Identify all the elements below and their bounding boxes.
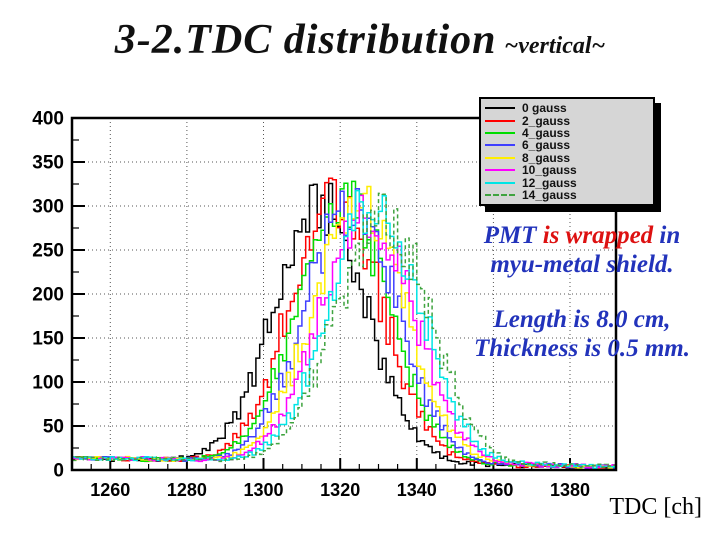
annotation-pmt: PMT <box>483 222 537 249</box>
legend-item-label: 10_gauss <box>522 163 577 178</box>
y-tick-label: 250 <box>32 241 64 262</box>
x-tick-label: 1300 <box>243 480 283 500</box>
legend-item: 12_gauss <box>485 175 651 190</box>
annotation-line-1: PMT is wrapped in <box>444 221 720 250</box>
legend-line-sample <box>485 193 515 196</box>
legend-item: 2_gauss <box>485 113 651 128</box>
annotation-line-4: Thickness is 0.5 mm. <box>474 335 690 362</box>
legend-item-label: 2_gauss <box>522 113 571 128</box>
x-tick-label: 1320 <box>320 480 360 500</box>
legend-item: 4_gauss <box>485 127 651 139</box>
legend-line-sample <box>485 181 515 184</box>
x-tick-label: 1380 <box>550 480 590 500</box>
legend-item-label: 12_gauss <box>522 175 577 190</box>
annotation-line-2: myu-metal shield. <box>490 251 674 278</box>
legend-line-sample <box>485 131 515 134</box>
legend-item-label: 0 gauss <box>522 101 567 116</box>
legend-line-sample <box>485 144 515 147</box>
annotation-line-3: Length is 8.0 cm, <box>493 306 671 333</box>
x-tick-label: 1280 <box>167 480 207 500</box>
y-tick-label: 350 <box>32 153 64 174</box>
y-tick-label: 200 <box>32 285 64 306</box>
x-tick-label: 1260 <box>90 480 130 500</box>
x-axis-title: TDC [ch] <box>609 494 702 520</box>
legend-line-sample <box>485 107 515 110</box>
y-tick-label: 400 <box>32 109 64 130</box>
legend-line-sample <box>485 156 515 159</box>
y-tick-label: 300 <box>32 197 64 218</box>
y-tick-label: 150 <box>32 329 64 350</box>
page-title-suffix: ~vertical~ <box>504 33 606 59</box>
y-tick-label: 100 <box>32 373 64 394</box>
legend-item-label: 8_gauss <box>522 150 571 165</box>
page-title-main: 3-2.TDC distribution <box>114 17 497 63</box>
x-tick-label: 1360 <box>473 480 513 500</box>
x-tick-label: 1340 <box>397 480 437 500</box>
legend-item-label: 4_gauss <box>522 125 571 140</box>
legend-item: 10_gauss <box>485 164 651 176</box>
y-tick-label: 50 <box>43 417 64 438</box>
annotation-text: PMT is wrapped in myu-metal shield. Leng… <box>444 221 720 363</box>
y-tick-label: 0 <box>53 461 64 482</box>
legend-item: 6_gauss <box>485 139 651 151</box>
legend-item: 0 gauss <box>485 102 651 114</box>
legend-item-label: 14_gauss <box>522 187 577 202</box>
chart-legend: 0 gauss 2_gauss 4_gauss 6_gauss 8_gauss 10_ga… <box>479 97 655 207</box>
legend-item: 8_gauss <box>485 152 651 164</box>
series-14-gauss <box>72 192 616 469</box>
series-12-gauss <box>72 189 616 470</box>
legend-line-sample <box>485 169 515 172</box>
plot-frame <box>70 116 618 472</box>
legend-item: 14_gauss <box>485 189 651 201</box>
legend-item-label: 6_gauss <box>522 138 571 153</box>
legend-line-sample <box>485 119 515 122</box>
page-title: 3-2.TDC distribution ~vertical~ <box>0 16 720 64</box>
annotation-is-wrapped: is wrapped <box>542 222 654 249</box>
annotation-in: in <box>659 222 681 249</box>
